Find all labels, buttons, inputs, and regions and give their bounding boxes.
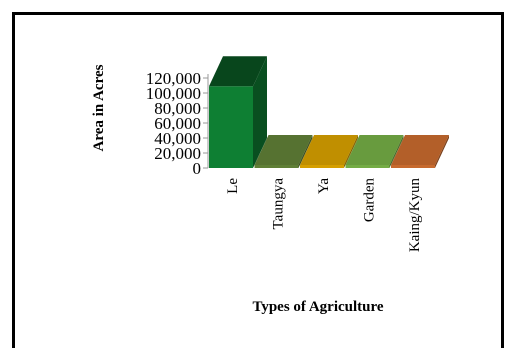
bar-kaing-kyun [391,135,449,168]
bar-ya [300,135,358,168]
bar-front [254,165,299,168]
bar-top [300,135,358,165]
bar-side [253,56,267,168]
x-tick-label: Le [225,178,241,194]
y-tick-label: 120,000 [146,69,201,88]
x-axis-title: Types of Agriculture [252,299,383,315]
x-tick-label: Taungya [271,178,287,230]
bar-side [435,135,449,168]
y-axis-title: Area in Acres [91,64,107,151]
x-tick-label: Ya [316,178,332,194]
bar-front [345,165,390,168]
y-tick-label: 60,000 [154,114,201,133]
x-tick-label: Kaing/Kyun [407,178,423,253]
bar-top [209,56,267,87]
bar-side [344,135,358,168]
y-tick-label: 40,000 [154,129,201,148]
bar-top [391,135,449,165]
bar-garden [345,135,404,168]
bar-taungya [254,135,313,168]
bar-top [345,135,404,165]
bar-top [254,135,313,165]
x-tick-label: Garden [362,178,378,223]
bar-front [391,165,435,168]
bar-front [209,86,253,168]
bar-side [298,135,313,168]
y-tick-label: 0 [193,159,202,178]
y-tick-label: 20,000 [154,144,201,163]
y-tick-label: 100,000 [146,84,201,103]
bar-le [209,56,267,168]
chart-frame [12,12,504,348]
y-tick-label: 80,000 [154,99,201,118]
bar-front [300,165,344,168]
bar-side [389,135,404,168]
